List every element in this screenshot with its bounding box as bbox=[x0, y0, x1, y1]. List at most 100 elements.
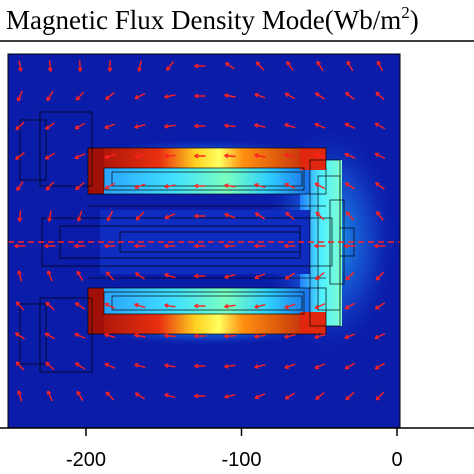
flux-arrow-head bbox=[16, 361, 21, 364]
flux-arrow-head bbox=[106, 391, 111, 394]
flux-arrow-head bbox=[77, 67, 81, 72]
flux-arrow-head bbox=[314, 243, 319, 247]
flux-arrow bbox=[225, 62, 235, 70]
flux-arrow bbox=[164, 334, 176, 338]
flux-arrow-head bbox=[75, 185, 78, 190]
flux-arrow bbox=[375, 182, 385, 190]
flux-arrow bbox=[284, 123, 296, 129]
flux-arrow bbox=[75, 181, 85, 191]
flux-arrow-head bbox=[374, 305, 378, 310]
flux-arrow bbox=[75, 362, 85, 370]
flux-arrow-head bbox=[104, 243, 109, 247]
flux-arrow bbox=[344, 122, 356, 130]
flux-arrow bbox=[284, 363, 296, 369]
flux-arrow-head bbox=[15, 155, 18, 160]
flux-arrow bbox=[374, 333, 386, 339]
flux-arrow-head bbox=[224, 93, 229, 96]
flux-arrow-head bbox=[254, 333, 259, 338]
flux-arrow bbox=[284, 92, 296, 100]
flux-arrow bbox=[134, 303, 146, 309]
flux-arrow bbox=[164, 393, 176, 399]
flux-arrow bbox=[285, 272, 295, 280]
flux-arrow-head bbox=[164, 94, 168, 98]
flux-arrow bbox=[48, 60, 52, 72]
flux-arrow bbox=[224, 213, 236, 219]
flux-arrow bbox=[105, 271, 115, 281]
flux-arrow-head bbox=[375, 395, 378, 401]
flux-arrow bbox=[254, 334, 266, 338]
flux-arrow-head bbox=[284, 395, 288, 400]
flux-arrow-head bbox=[254, 243, 259, 247]
flux-arrow bbox=[15, 152, 25, 160]
chart-title-close: ) bbox=[410, 5, 419, 35]
flux-arrow bbox=[375, 302, 385, 310]
flux-arrow-head bbox=[164, 183, 169, 188]
flux-arrow-head bbox=[134, 363, 139, 366]
flux-arrow bbox=[254, 93, 266, 99]
chart-title-exponent: 2 bbox=[401, 3, 410, 22]
flux-arrow bbox=[134, 363, 146, 369]
flux-arrow bbox=[314, 333, 326, 339]
flux-arrow-head bbox=[47, 217, 50, 222]
flux-arrow-head bbox=[284, 275, 288, 280]
flux-arrow-head bbox=[107, 67, 111, 72]
flux-arrow bbox=[314, 303, 326, 309]
flux-arrow bbox=[344, 302, 356, 310]
flux-arrow bbox=[345, 92, 355, 100]
flux-arrow bbox=[374, 152, 386, 160]
flux-arrow bbox=[345, 211, 355, 221]
flux-arrow bbox=[134, 154, 146, 158]
x-tick-label: -200 bbox=[66, 449, 106, 471]
flux-arrow bbox=[164, 364, 176, 368]
x-axis-ticks: -200 -100 0 bbox=[66, 428, 403, 471]
flux-arrow bbox=[284, 303, 296, 309]
flux-arrow bbox=[135, 211, 145, 221]
flux-arrow-head bbox=[164, 214, 168, 219]
flux-arrow bbox=[77, 210, 83, 222]
flux-arrow-head bbox=[254, 394, 258, 399]
flux-arrow bbox=[104, 363, 116, 369]
flux-arrow-head bbox=[18, 270, 22, 275]
flux-arrow-head bbox=[104, 333, 109, 335]
flux-arrow-head bbox=[377, 60, 382, 64]
flux-arrow bbox=[254, 364, 266, 368]
upper-core-right-cap bbox=[300, 148, 326, 170]
flux-arrow bbox=[284, 183, 296, 189]
lower-magnet-core bbox=[88, 314, 326, 334]
flux-arrow-head bbox=[284, 153, 289, 156]
flux-arrow bbox=[164, 94, 176, 98]
flux-arrow bbox=[15, 301, 25, 311]
flux-arrow-head bbox=[45, 186, 48, 191]
chart-title-main: Magnetic Flux Density Mode(Wb/m bbox=[6, 5, 401, 35]
flux-arrow bbox=[284, 153, 296, 159]
flux-arrow bbox=[285, 211, 295, 221]
flux-arrow-head bbox=[134, 124, 139, 128]
flux-arrow bbox=[18, 60, 22, 72]
flux-arrow bbox=[15, 332, 25, 340]
flux-arrow-head bbox=[166, 66, 168, 71]
flux-arrow bbox=[48, 210, 52, 222]
flux-arrow-head bbox=[194, 393, 199, 397]
flux-arrow bbox=[105, 391, 115, 401]
flux-arrow-head bbox=[285, 211, 290, 214]
flux-arrow bbox=[17, 390, 23, 402]
flux-arrow bbox=[375, 391, 385, 401]
flux-arrow-head bbox=[194, 153, 199, 157]
flux-arrow-head bbox=[135, 215, 138, 221]
flux-arrow-head bbox=[134, 333, 139, 336]
flux-arrow bbox=[74, 333, 86, 339]
flux-arrow-head bbox=[345, 275, 348, 280]
flux-arrow-head bbox=[194, 243, 199, 247]
flux-arrow-head bbox=[344, 364, 348, 369]
flux-arrow-head bbox=[17, 390, 22, 394]
flux-arrow-head bbox=[224, 212, 229, 215]
flux-arrow-head bbox=[284, 243, 289, 247]
flux-arrow bbox=[254, 273, 266, 279]
center-shaft-field bbox=[100, 210, 310, 274]
flux-arrow-head bbox=[16, 301, 21, 304]
flux-arrow-head bbox=[164, 303, 169, 306]
flux-arrow-head bbox=[194, 93, 199, 97]
flux-arrow bbox=[45, 301, 55, 311]
flux-arrow bbox=[104, 333, 116, 339]
